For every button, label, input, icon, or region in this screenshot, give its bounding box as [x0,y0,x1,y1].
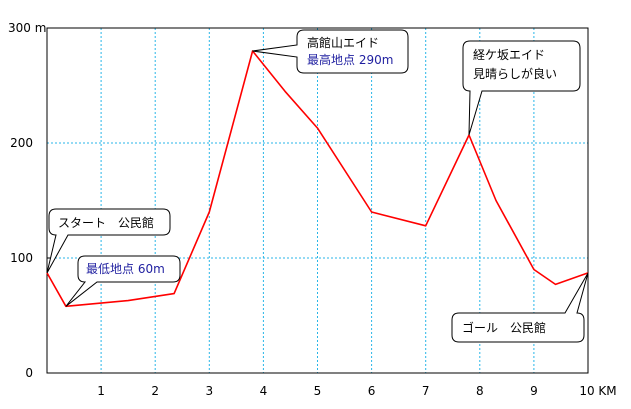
x-tick-label: 1 [97,384,105,398]
y-tick-label: 300 m [8,21,46,35]
callout-text: 高館山エイド [307,35,379,50]
plot-frame [46,27,589,374]
x-tick-label: 7 [422,384,430,398]
callout: ゴール 公民館 [451,272,589,343]
x-tick-label: 3 [205,384,213,398]
callout-bubble [252,29,409,74]
elevation-line [46,50,589,308]
series-layer [46,50,589,308]
x-tick-label: 10 KM [579,384,616,398]
x-tick-label: 9 [530,384,538,398]
x-tick-label: 2 [151,384,159,398]
y-tick-label: 100 [10,251,33,265]
callout-bubble [451,272,589,343]
callout-text: 最高地点 290m [307,52,393,67]
x-tick-label: 5 [314,384,322,398]
x-tick-label: 4 [260,384,268,398]
y-tick-label: 0 [25,366,33,380]
callout-text: 見晴らしが良い [473,66,557,81]
callout-bubble [462,40,581,136]
callout-text: 最低地点 60m [86,262,165,276]
callout: スタート 公民館 [46,208,171,274]
callout-bubble [46,208,171,274]
callout-text: ゴール 公民館 [462,320,546,335]
tick-labels: 1 2 3 4 5 6 7 8 9 10 KM 0 100 200 300 m [8,21,617,398]
callout-text: 経ケ坂エイド [473,48,545,62]
x-tick-label: 8 [476,384,484,398]
callout-text: スタート 公民館 [58,215,154,230]
callout: 最低地点 60m [65,255,181,307]
x-tick-label: 6 [368,384,376,398]
callout-bubble [65,255,181,307]
y-tick-label: 200 [10,136,33,150]
